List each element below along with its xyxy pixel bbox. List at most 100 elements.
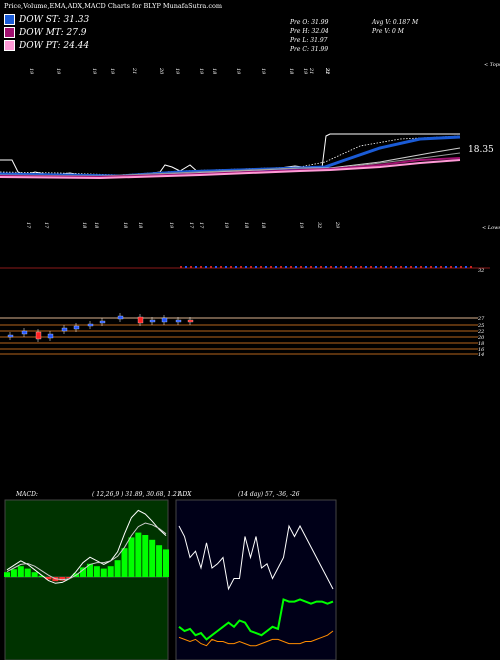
volume-bar — [240, 266, 242, 268]
volume-bar — [320, 266, 322, 268]
volume-bar — [215, 266, 217, 268]
prev-low: Pre L: 31.97 — [290, 37, 328, 44]
volume-bar — [455, 266, 457, 268]
top-tick-label: 19 — [198, 68, 204, 75]
adx-line — [178, 524, 334, 591]
macd-label: MACD: — [16, 491, 38, 498]
volume-bar — [395, 266, 397, 268]
candle-body — [73, 325, 80, 330]
volume-bar — [345, 266, 347, 268]
macd-histogram-bar — [93, 566, 100, 577]
volume-bar — [370, 266, 372, 268]
signal-line — [6, 522, 167, 581]
volume-bar — [405, 266, 407, 268]
volume-bar — [330, 266, 332, 268]
level-label: 25 — [477, 323, 484, 329]
macd-histogram-bar — [17, 566, 24, 577]
dow-st-line — [0, 135, 461, 178]
volume-bar — [255, 266, 257, 268]
avg-volume: Avg V: 0.187 M — [372, 19, 419, 26]
top-tick-label: 19 — [174, 68, 180, 75]
low-tick-label: 18 — [243, 222, 249, 228]
plus-di-line — [178, 598, 334, 641]
last-price-label: 18.35 — [468, 145, 494, 155]
volume-bar — [235, 266, 237, 268]
volume-bar — [210, 266, 212, 268]
volume-bar — [355, 266, 357, 268]
macd-histogram-bar — [149, 539, 156, 577]
macd-histogram-bar — [135, 532, 142, 577]
level-label: 20 — [477, 335, 485, 341]
prev-volume: Pre V: 0 M — [372, 28, 404, 35]
top-tick-label: 19 — [302, 68, 308, 75]
macd-histogram-bar — [86, 563, 93, 577]
volume-bar — [435, 266, 437, 268]
candle-body — [149, 319, 156, 323]
volume-bar — [295, 266, 297, 268]
low-tick-label: 18 — [93, 222, 99, 228]
volume-label: 32 — [478, 268, 484, 274]
macd-histogram-bar — [24, 568, 31, 577]
volume-bar — [230, 266, 232, 268]
volume-bar — [190, 266, 192, 268]
volume-bar — [425, 266, 427, 268]
top-tick-label: 21 — [324, 67, 330, 74]
volume-bar — [350, 266, 352, 268]
volume-bar — [440, 266, 442, 268]
lows-label: < Lows — [482, 225, 500, 231]
volume-bar — [375, 266, 377, 268]
volume-bar — [430, 266, 432, 268]
volume-bar — [385, 266, 387, 268]
volume-bar — [420, 266, 422, 268]
volume-bar — [465, 266, 467, 268]
low-tick-label: 17 — [43, 222, 49, 229]
candle-body — [61, 327, 68, 332]
volume-bar — [390, 266, 392, 268]
volume-bar — [195, 266, 197, 268]
volume-bar — [290, 266, 292, 268]
macd-histogram-bar — [100, 568, 107, 577]
volume-bar — [450, 266, 452, 268]
candle-body — [117, 315, 124, 320]
candle-body — [137, 316, 144, 324]
candle-body — [7, 334, 14, 338]
candle-body — [99, 320, 106, 324]
level-label: 27 — [477, 316, 485, 322]
volume-bar — [180, 266, 182, 268]
candle-body — [187, 319, 194, 323]
dow-pt-label: DOW PT: 24.44 — [19, 40, 90, 51]
macd-histogram-bar — [156, 545, 163, 577]
level-label: 18 — [478, 341, 484, 347]
macd-histogram-bar — [80, 567, 87, 577]
top-tick-label: 19 — [235, 68, 241, 75]
volume-bar — [220, 266, 222, 268]
volume-bar — [280, 266, 282, 268]
top-tick-label: 32 — [324, 68, 330, 74]
adx-label: ADX — [178, 491, 192, 498]
macd-values: ( 12,26,9 ) 31.89, 30.68, 1.21 — [92, 491, 181, 498]
dow-mt-legend: DOW MT: 27.9 — [4, 27, 87, 38]
macd-histogram-bar — [66, 577, 73, 579]
low-tick-label: 19 — [168, 222, 174, 229]
volume-bar — [335, 266, 337, 268]
macd-histogram-bar — [128, 537, 135, 577]
low-tick-label: 29 — [334, 221, 340, 229]
macd-line — [6, 509, 167, 584]
volume-bar — [470, 266, 472, 268]
dow-st-label: DOW ST: 31.33 — [19, 14, 90, 25]
macd-panel-bg — [4, 499, 169, 660]
low-tick-label: 19 — [223, 222, 229, 229]
dow-pt-legend: DOW PT: 24.44 — [4, 40, 89, 51]
top-tick-label: 18 — [211, 68, 217, 74]
top-tick-label: 19 — [28, 68, 34, 75]
macd-histogram-bar — [107, 566, 114, 577]
macd-histogram-bar — [142, 535, 149, 577]
volume-bar — [360, 266, 362, 268]
macd-histogram-bar — [45, 577, 52, 580]
volume-bar — [270, 266, 272, 268]
candle-body — [87, 323, 94, 327]
top-tick-label: 21 — [131, 67, 137, 74]
candle-body — [161, 317, 168, 323]
dow-mt-label: DOW MT: 27.9 — [19, 27, 87, 38]
